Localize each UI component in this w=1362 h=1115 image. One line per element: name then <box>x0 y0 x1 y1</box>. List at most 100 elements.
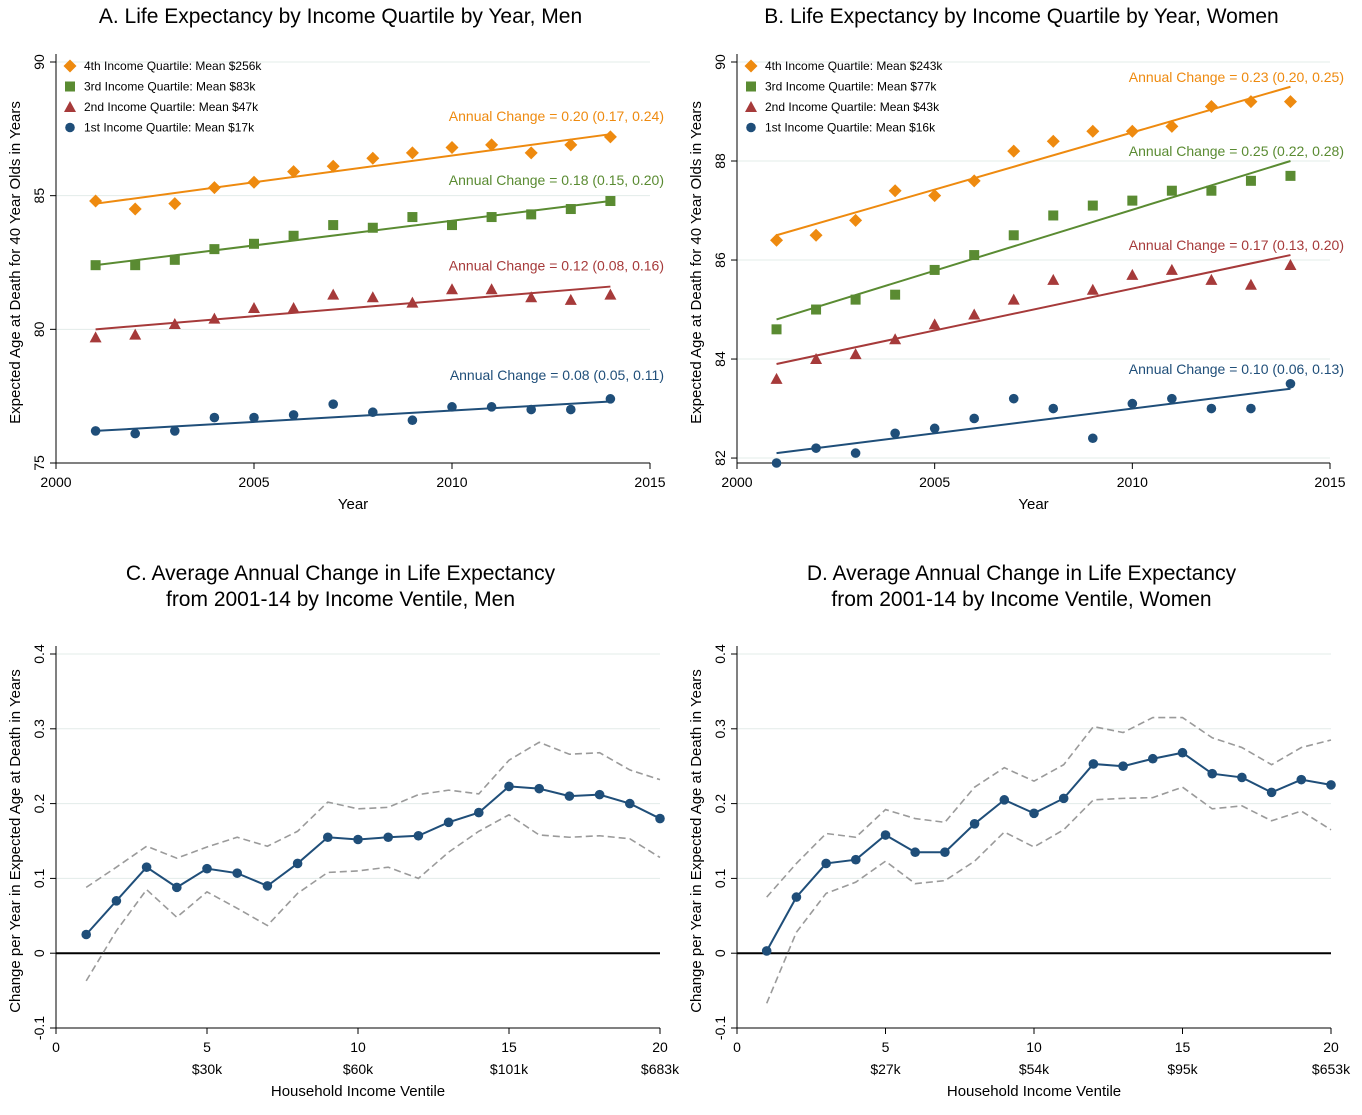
data-point <box>1008 393 1019 404</box>
chart-title-line-1: C. Average Annual Change in Life Expecta… <box>125 562 556 585</box>
data-point <box>63 59 77 73</box>
data-point <box>485 283 498 295</box>
y-tick-label: 90 <box>712 54 728 70</box>
data-point <box>288 410 299 420</box>
data-point <box>625 798 635 809</box>
data-point <box>888 184 902 198</box>
chart-c-plot: -0.1 0 0.1 0.2 0.3 0.4 0 5 $30k 10 $60k 15 $101k 20 $6… <box>7 644 680 1100</box>
fit-line <box>95 400 611 432</box>
data-point <box>209 244 220 255</box>
x-tick-label: 2010 <box>1117 474 1148 490</box>
y-tick-label: 0.1 <box>31 868 47 888</box>
x-axis-label: Year <box>1018 496 1048 513</box>
x-axis-label: Year <box>338 496 368 513</box>
x-tick-income-label: $54k <box>1019 1061 1050 1077</box>
y-tick-label: 0.2 <box>31 794 47 814</box>
data-point <box>287 301 300 313</box>
panel-c: C. Average Annual Change in Life Expecta… <box>0 557 681 1115</box>
data-point <box>366 291 379 303</box>
x-tick-label: 10 <box>1026 1039 1042 1055</box>
data-point <box>111 896 122 906</box>
data-point <box>605 394 616 404</box>
data-point <box>446 283 458 295</box>
data-point <box>170 426 180 436</box>
y-axis-label: Expected Age at Death for 40 Year Olds i… <box>688 101 705 424</box>
data-point <box>594 789 605 800</box>
data-point <box>880 830 891 840</box>
data-point <box>744 59 758 73</box>
data-point <box>1207 768 1217 779</box>
data-point <box>1246 403 1256 414</box>
data-point <box>969 413 979 424</box>
data-point <box>811 304 822 315</box>
y-axis-label: Change per Year in Expected Age at Death… <box>7 669 24 1013</box>
data-point <box>486 402 497 412</box>
data-point <box>1148 753 1158 764</box>
data-point <box>207 181 221 195</box>
chart-title-line-1: D. Average Annual Change in Life Expecta… <box>806 562 1237 585</box>
data-point <box>209 412 220 423</box>
data-point <box>770 233 784 247</box>
data-point <box>288 230 299 241</box>
data-point <box>445 141 459 155</box>
data-point <box>810 353 823 365</box>
legend-label: 2nd Income Quartile: Mean $47k <box>84 100 259 114</box>
y-tick-label: 86 <box>712 252 728 268</box>
data-point <box>1029 808 1039 819</box>
fit-line <box>776 85 1291 237</box>
y-tick-label: 0 <box>31 949 47 957</box>
x-tick-label: 15 <box>501 1039 517 1055</box>
data-point <box>603 130 617 144</box>
data-point <box>849 348 862 360</box>
data-point <box>168 197 182 211</box>
data-point <box>526 209 537 220</box>
data-point <box>326 159 340 173</box>
data-point <box>1285 170 1296 181</box>
data-point <box>525 291 538 303</box>
data-point <box>1058 793 1069 804</box>
x-tick-label: 2015 <box>634 474 665 490</box>
y-tick-label: 0.4 <box>31 644 47 664</box>
chart-title: A. Life Expectancy by Income Quartile by… <box>98 5 583 28</box>
data-point <box>1118 761 1128 771</box>
x-tick-income-label: $60k <box>343 1061 374 1077</box>
chart-title: D. Average Annual Change in Life Expecta… <box>681 561 1362 613</box>
data-point <box>485 138 499 152</box>
data-point <box>81 929 91 940</box>
data-point <box>65 81 75 92</box>
x-tick-income-label: $653k <box>1312 1061 1351 1077</box>
data-point <box>849 213 863 227</box>
x-tick-label: 2015 <box>1314 474 1345 490</box>
data-point <box>202 863 212 874</box>
data-point <box>141 862 152 872</box>
x-tick-label: 2000 <box>721 474 752 490</box>
chart-b-plot: 82 84 86 88 90 2000 2005 2010 2015 Year Expected A… <box>688 54 1346 513</box>
fit-line <box>776 160 1291 321</box>
data-point <box>1088 759 1099 769</box>
data-point <box>746 81 756 92</box>
data-point <box>565 204 576 215</box>
data-point <box>1008 230 1019 241</box>
legend-label: 3rd Income Quartile: Mean $83k <box>84 80 256 94</box>
x-tick-label: 20 <box>1323 1039 1339 1055</box>
data-point <box>130 428 140 439</box>
data-point <box>928 189 942 203</box>
x-tick-label: 20 <box>652 1039 668 1055</box>
annual-change-annotation: Annual Change = 0.17 (0.13, 0.20) <box>1129 237 1344 253</box>
chart-title: C. Average Annual Change in Life Expecta… <box>0 561 681 613</box>
data-point <box>90 260 101 271</box>
legend-label: 3rd Income Quartile: Mean $77k <box>765 80 937 94</box>
y-tick-label: 0.2 <box>712 794 728 814</box>
data-point <box>89 194 103 208</box>
data-point <box>746 122 756 133</box>
x-tick-label: 0 <box>733 1039 741 1055</box>
annual-change-annotation: Annual Change = 0.25 (0.22, 0.28) <box>1129 143 1344 159</box>
data-point <box>447 220 457 231</box>
data-point <box>968 308 981 320</box>
chart-title: B. Life Expectancy by Income Quartile by… <box>764 5 1279 28</box>
data-point <box>130 260 141 271</box>
data-point <box>248 301 260 313</box>
data-point <box>367 222 378 233</box>
fit-line <box>95 285 611 331</box>
y-axis-label: Expected Age at Death for 40 Year Olds i… <box>7 101 24 424</box>
